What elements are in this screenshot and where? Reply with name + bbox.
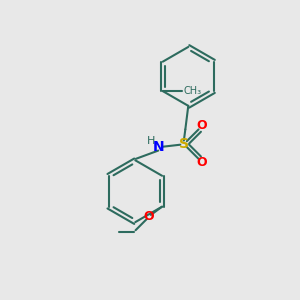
Text: H: H [146,136,155,146]
Text: O: O [196,156,207,169]
Text: O: O [143,211,154,224]
Text: CH₃: CH₃ [183,86,202,96]
Text: S: S [179,137,189,151]
Text: N: N [153,140,165,154]
Text: O: O [196,119,207,132]
